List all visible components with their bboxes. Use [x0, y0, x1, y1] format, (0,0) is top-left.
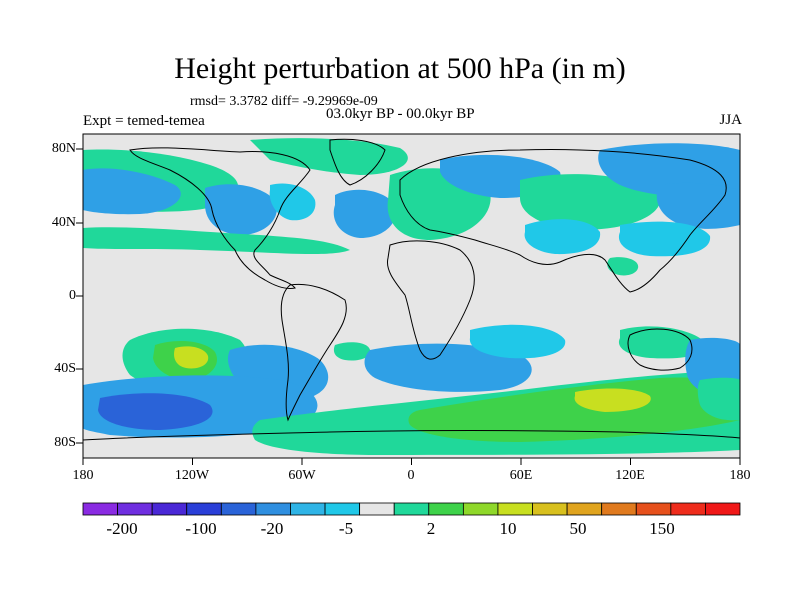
colorbar-swatch	[670, 502, 706, 516]
period-label: 03.0kyr BP - 00.0kyr BP	[326, 106, 475, 122]
colorbar-swatch	[393, 502, 430, 516]
colorbar-swatch	[255, 502, 291, 516]
colorbar-swatch	[324, 502, 361, 516]
lat-ticks	[76, 148, 83, 444]
colorbar-swatch	[186, 502, 222, 516]
coast-antarctica	[83, 430, 740, 441]
colorbar-swatch	[497, 502, 533, 516]
lon-label-180e: 180	[729, 468, 751, 483]
colorbar-swatch	[82, 502, 118, 516]
colorbar-label: -20	[260, 519, 284, 538]
contour-antarctic-green	[408, 377, 740, 442]
contour-fields	[83, 138, 740, 455]
colorbar-label: 10	[499, 519, 517, 538]
contour-e-asia-lightblue	[524, 219, 601, 255]
colorbar-swatch	[566, 502, 603, 516]
contour-n-america-blue	[205, 184, 277, 236]
contour-n-pacific-blue	[83, 168, 181, 215]
contour-n-atlantic-lightblue	[269, 183, 316, 221]
colorbar-swatch	[151, 502, 188, 516]
lon-label-180w: 180	[72, 468, 94, 483]
lon-label-120w: 120W	[174, 468, 210, 483]
lat-label-40s: 40S	[54, 361, 76, 376]
colorbar-swatch	[428, 502, 464, 516]
coast-australia	[627, 328, 693, 371]
contour-w-pacific-lightblue	[618, 221, 711, 257]
contour-siberia-blue	[598, 143, 740, 197]
colorbar-swatch	[705, 502, 741, 516]
contour-s-band-darkblue	[98, 393, 213, 430]
lat-label-80s: 80S	[54, 435, 76, 450]
colorbar-label: 2	[426, 519, 436, 538]
map-title: Height perturbation at 500 hPa (in m)	[174, 52, 626, 85]
lon-label-120e: 120E	[615, 468, 645, 483]
coast-africa	[386, 240, 475, 360]
coast-north-america	[129, 147, 311, 289]
colorbar-label: -200	[106, 519, 138, 538]
contour-s-atlantic-blue	[364, 343, 532, 392]
colorbar-swatch	[290, 502, 326, 516]
colorbar-swatch	[462, 502, 499, 516]
lon-label-60w: 60W	[288, 468, 316, 483]
colorbar-swatch	[117, 502, 153, 516]
coastlines	[83, 138, 740, 441]
colorbar-label: -5	[338, 519, 354, 538]
lon-ticks	[82, 458, 741, 465]
colorbar-swatch	[532, 502, 568, 516]
colorbar-swatch	[359, 502, 395, 516]
contour-s-atlantic-teal	[333, 342, 371, 361]
coast-eurasia	[399, 149, 727, 293]
coast-south-america	[280, 283, 347, 422]
lat-label-80n: 80N	[51, 141, 76, 156]
contour-n-america-teal-band	[83, 227, 350, 255]
colorbar-label: 150	[649, 519, 675, 538]
colorbar-label: -100	[185, 519, 217, 538]
lat-label-0: 0	[69, 288, 76, 303]
contour-antarctic-yellow	[574, 388, 651, 412]
colorbar-swatch	[635, 502, 672, 516]
coast-greenland	[329, 138, 386, 186]
contour-atlantic-blue	[333, 189, 396, 238]
experiment-label: Expt = temed-temea	[83, 113, 205, 129]
contour-s-pacific-yellow	[174, 346, 209, 369]
stats-line: rmsd= 3.3782 diff= -9.29969e-09	[190, 94, 378, 109]
colorbar	[82, 502, 741, 516]
season-label: JJA	[719, 112, 742, 128]
contour-arctic-teal	[250, 138, 408, 175]
colorbar-label: 50	[569, 519, 587, 538]
lon-label-60e: 60E	[509, 468, 533, 483]
contour-n-teal-edge	[697, 377, 740, 421]
lat-label-40n: 40N	[51, 215, 76, 230]
colorbar-swatch	[220, 502, 257, 516]
lon-label-0: 0	[407, 468, 415, 483]
contour-asia-teal	[520, 174, 661, 230]
contour-indian-lightblue	[469, 324, 566, 359]
contour-india-teal	[607, 257, 639, 276]
contour-pacific-n-blue	[656, 182, 740, 229]
colorbar-swatch	[601, 502, 637, 516]
